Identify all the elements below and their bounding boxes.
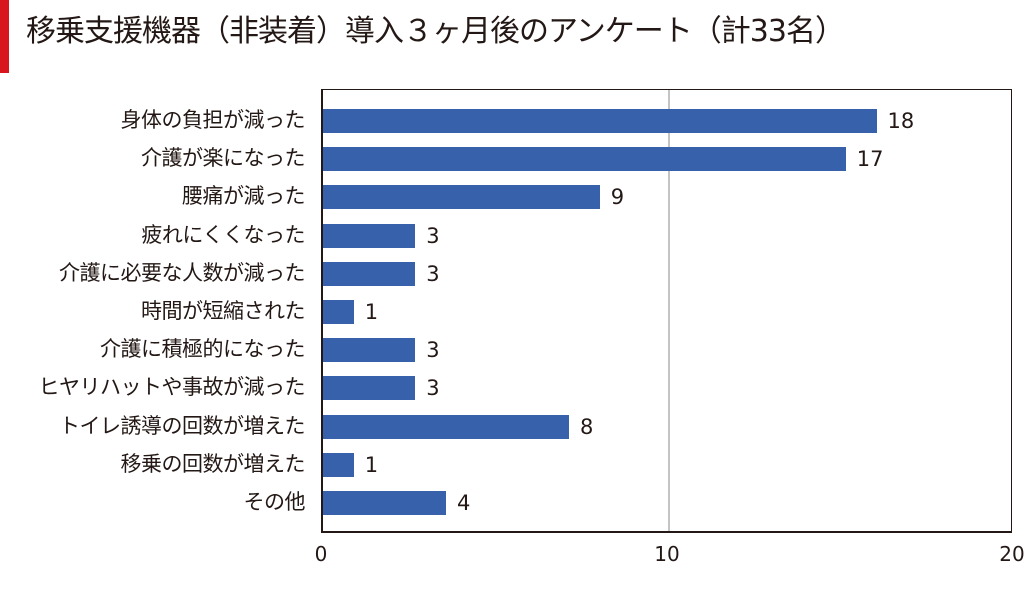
bar [323, 338, 416, 363]
category-label: トイレ誘導の回数が増えた [59, 413, 306, 438]
category-label: 介護に必要な人数が減った [59, 260, 306, 285]
value-label: 1 [364, 452, 379, 477]
chart-title: 移乗支援機器（非装着）導入３ヶ月後のアンケート（計33名） [26, 14, 845, 49]
category-label: 時間が短縮された [141, 299, 306, 323]
bar [323, 261, 416, 286]
value-label: 1 [364, 300, 379, 324]
value-label: 3 [426, 223, 440, 248]
category-label: 介護が楽になった [141, 146, 306, 171]
value-label: 3 [426, 338, 440, 363]
category-label: 腰痛が減った [182, 184, 306, 209]
x-tick-0: 0 [314, 542, 328, 566]
value-label: 3 [426, 376, 440, 401]
category-label: 疲れにくくなった [141, 222, 305, 247]
bar [323, 223, 416, 248]
bar [323, 491, 446, 515]
category-label: ヒヤリハットや事故が減った [38, 375, 306, 400]
bar [323, 452, 354, 477]
x-tick-10: 10 [654, 542, 680, 566]
value-label: 4 [457, 491, 471, 515]
bar [323, 414, 569, 439]
plot-area: 18 17 9 3 3 1 3 3 8 1 4 [321, 89, 1012, 533]
value-label: 3 [426, 261, 440, 286]
gridline-10 [668, 90, 670, 531]
category-label: 身体の負担が減った [120, 108, 306, 132]
value-label: 17 [856, 147, 884, 172]
bar [323, 376, 416, 401]
title-accent-bar [0, 0, 9, 73]
category-label: その他 [243, 490, 306, 514]
category-label: 介護に積極的になった [100, 337, 306, 362]
bar [323, 300, 354, 324]
bar [323, 109, 877, 133]
value-label: 9 [610, 185, 625, 210]
x-tick-20: 20 [999, 542, 1024, 566]
bar [323, 185, 600, 210]
value-label: 18 [887, 109, 915, 133]
value-label: 8 [580, 414, 594, 439]
bar [323, 147, 846, 172]
category-label: 移乗の回数が増えた [120, 451, 306, 476]
